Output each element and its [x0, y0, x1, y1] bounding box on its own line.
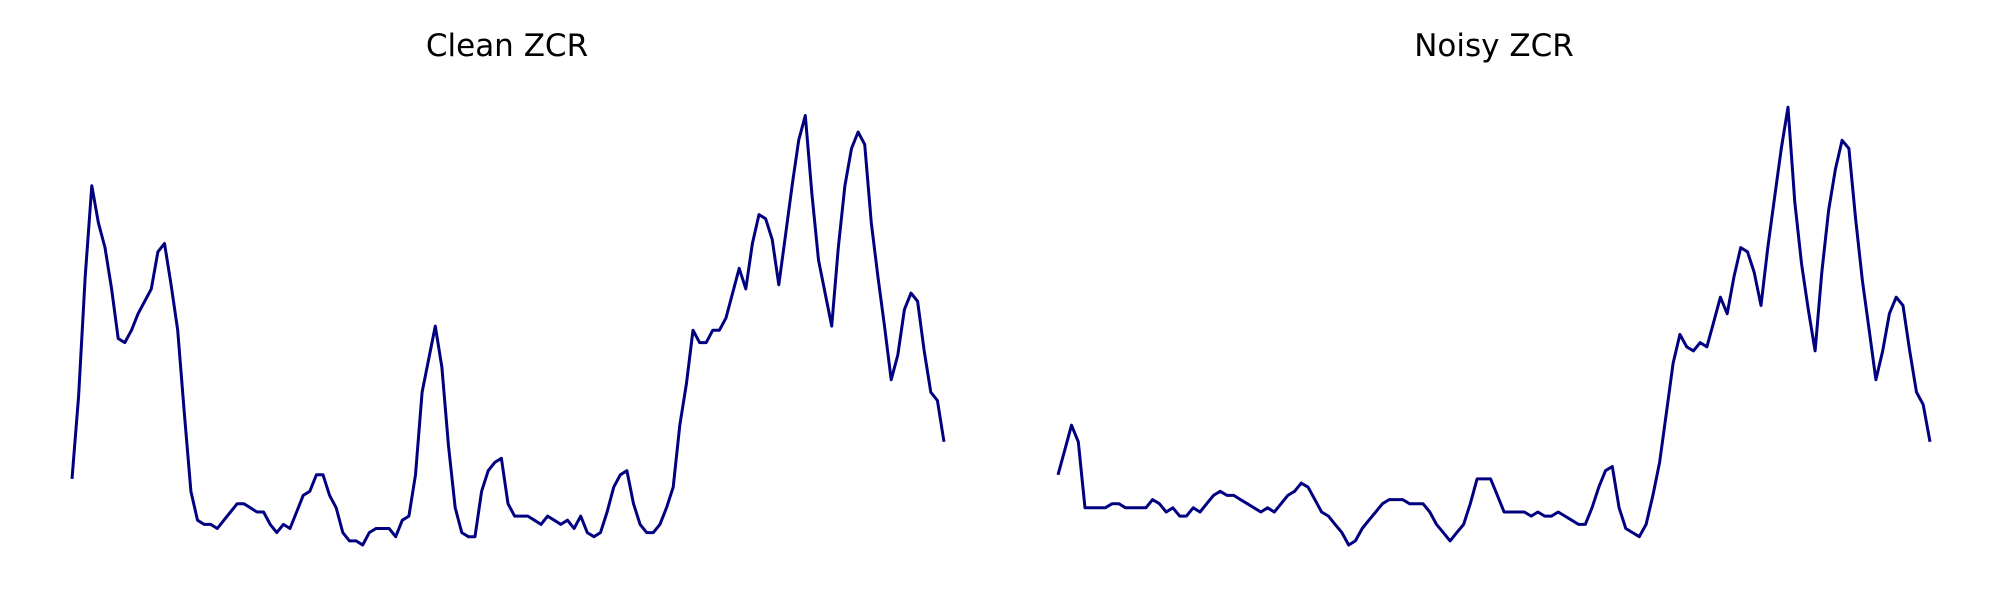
clean-zcr-title: Clean ZCR — [426, 28, 588, 64]
clean-zcr-line — [70, 114, 946, 547]
noisy-zcr-title: Noisy ZCR — [1414, 28, 1574, 64]
noisy-zcr-panel: Noisy ZCR — [1056, 28, 1932, 547]
clean-zcr-panel: Clean ZCR — [70, 28, 946, 547]
noisy-zcr-line — [1056, 105, 1932, 547]
